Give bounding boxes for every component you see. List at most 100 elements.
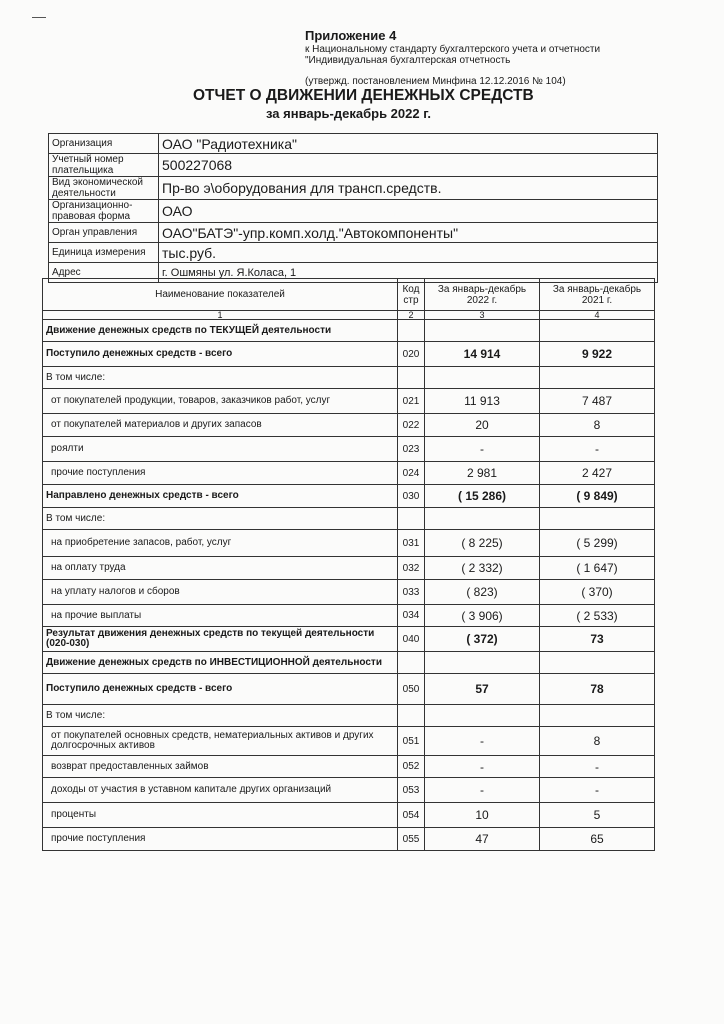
appendix-line-2: "Индивидуальная бухгалтерская отчетность [305,55,511,66]
row-name: доходы от участия в уставном капитале др… [42,777,398,803]
table-row: прочие поступления 055 47 65 [42,827,655,851]
row-code [397,366,425,389]
row-code [397,507,425,530]
row-code: 022 [397,413,425,437]
value-2021: ( 5 299) [539,529,655,557]
info-row: Организационно-правовая форма ОАО [48,199,658,223]
row-code: 030 [397,484,425,508]
value-2021: 8 [539,726,655,756]
value-2022: 2 981 [424,461,540,485]
value-2022: ( 372) [424,626,540,652]
table-row: Движение денежных средств по ТЕКУЩЕЙ дея… [42,319,655,342]
row-name: от покупателей материалов и других запас… [42,413,398,437]
value-2021: 2 427 [539,461,655,485]
row-code [397,319,425,342]
row-name: Поступило денежных средств - всего [42,673,398,705]
info-row: Орган управления ОАО"БАТЭ"-упр.комп.холд.… [48,222,658,243]
row-name: Результат движения денежных средств по т… [42,626,398,652]
info-label: Организация [48,133,159,154]
row-code: 054 [397,802,425,828]
table-row: В том числе: [42,366,655,389]
table-row: роялти 023- - [42,436,655,462]
row-code [397,704,425,727]
organization-info-table: Организация ОАО "Радиотехника" Учетный ном… [48,133,658,283]
info-label: Вид экономической деятельности [48,176,159,200]
value-2021: - [539,777,655,803]
value-2022 [424,704,540,727]
table-row: Движение денежных средств по ИНВЕСТИЦИОН… [42,651,655,674]
info-row: Вид экономической деятельности Пр-во э\об… [48,176,658,200]
row-name: от покупателей основных средств, нематер… [42,726,398,756]
row-name: проценты [42,802,398,828]
table-row: прочие поступления 024 2 981 2 427 [42,461,655,485]
value-2021: 78 [539,673,655,705]
row-name: Движение денежных средств по ТЕКУЩЕЙ дея… [42,319,398,342]
value-2021: 7 487 [539,388,655,414]
appendix-line-1: к Национальному стандарту бухгалтерского… [305,44,601,55]
value-2021 [539,507,655,530]
row-name: на прочие выплаты [42,604,398,627]
row-code: 032 [397,556,425,580]
value-2021: 73 [539,626,655,652]
table-row: Поступило денежных средств - всего 050 57 7… [42,673,655,705]
col-number: 4 [539,310,655,320]
value-2021 [539,651,655,674]
info-value: ОАО [158,199,658,223]
value-2022: 47 [424,827,540,851]
header-code: Код стр [397,278,425,311]
info-value: ОАО "Радиотехника" [158,133,658,154]
column-number-row: 1 2 3 4 [42,310,655,320]
value-2022: ( 15 286) [424,484,540,508]
value-2022: - [424,777,540,803]
value-2022: - [424,726,540,756]
value-2021 [539,704,655,727]
row-code: 034 [397,604,425,627]
row-code: 053 [397,777,425,803]
row-name: Поступило денежных средств - всего [42,341,398,367]
row-name: В том числе: [42,704,398,727]
appendix-title: Приложение 4 [305,28,397,43]
row-code: 051 [397,726,425,756]
row-name: прочие поступления [42,827,398,851]
value-2021: ( 9 849) [539,484,655,508]
row-code: 024 [397,461,425,485]
value-2022: 14 914 [424,341,540,367]
row-name: Направлено денежных средств - всего [42,484,398,508]
value-2022: 11 913 [424,388,540,414]
row-name: прочие поступления [42,461,398,485]
info-row: Учетный номер плательщика 500227068 [48,153,658,177]
value-2021: ( 1 647) [539,556,655,580]
value-2022: - [424,436,540,462]
value-2021: ( 370) [539,579,655,605]
row-code: 050 [397,673,425,705]
row-name: от покупателей продукции, товаров, заказ… [42,388,398,414]
table-row: на оплату труда 032( 2 332)( 1 647) [42,556,655,580]
row-name: В том числе: [42,366,398,389]
value-2021: ( 2 533) [539,604,655,627]
table-row: на уплату налогов и сборов 033( 823)( 370… [42,579,655,605]
value-2022: ( 823) [424,579,540,605]
table-row: от покупателей материалов и других запас… [42,413,655,437]
value-2022: ( 2 332) [424,556,540,580]
info-row: Организация ОАО "Радиотехника" [48,133,658,154]
col-number: 1 [42,310,398,320]
row-name: на оплату труда [42,556,398,580]
info-value: 500227068 [158,153,658,177]
value-2021: 5 [539,802,655,828]
table-row: Направлено денежных средств - всего 030( … [42,484,655,508]
value-2022: ( 3 906) [424,604,540,627]
info-label: Орган управления [48,222,159,243]
scan-mark [32,17,46,18]
info-label: Учетный номер плательщика [48,153,159,177]
report-period: за январь-декабрь 2022 г. [266,106,431,121]
row-name: роялти [42,436,398,462]
value-2022: - [424,755,540,778]
value-2022 [424,507,540,530]
approval-note: (утвержд. постановлением Минфина 12.12.2… [305,76,566,87]
header-name: Наименование показателей [42,278,398,311]
info-value: Пр-во э\оборудования для трансп.средств. [158,176,658,200]
value-2021: 65 [539,827,655,851]
row-name: на приобретение запасов, работ, услуг [42,529,398,557]
value-2022 [424,651,540,674]
